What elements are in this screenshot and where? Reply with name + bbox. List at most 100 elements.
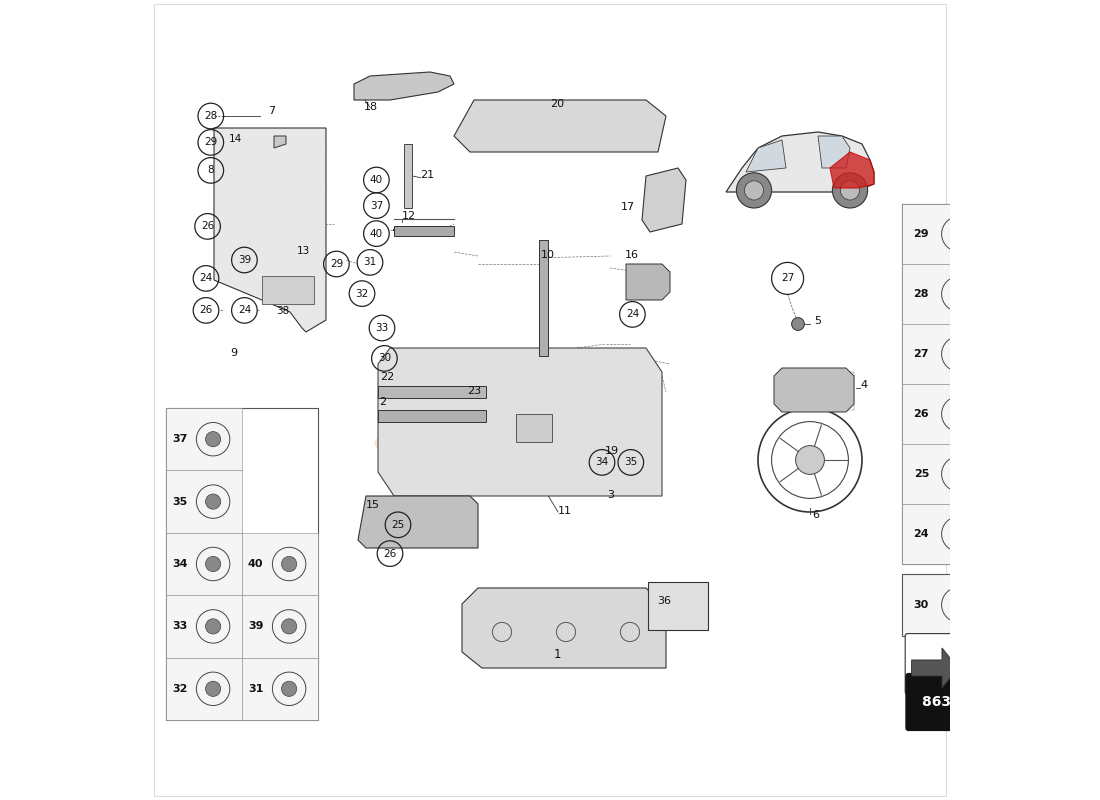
FancyBboxPatch shape: [902, 204, 990, 264]
Text: 35: 35: [624, 458, 637, 467]
FancyBboxPatch shape: [166, 595, 242, 658]
FancyBboxPatch shape: [242, 658, 318, 720]
FancyBboxPatch shape: [166, 408, 318, 720]
Circle shape: [953, 598, 966, 612]
Text: 8: 8: [208, 166, 214, 175]
FancyBboxPatch shape: [242, 595, 318, 658]
Text: 19: 19: [604, 446, 618, 456]
Text: 26: 26: [913, 409, 930, 419]
Polygon shape: [358, 496, 478, 548]
Text: 30: 30: [377, 354, 390, 363]
FancyBboxPatch shape: [902, 324, 990, 384]
Polygon shape: [462, 588, 666, 668]
Text: 16: 16: [625, 250, 639, 259]
FancyBboxPatch shape: [902, 444, 990, 504]
Circle shape: [953, 467, 966, 481]
Polygon shape: [274, 136, 286, 148]
FancyBboxPatch shape: [166, 470, 242, 533]
Polygon shape: [642, 168, 686, 232]
Text: 29: 29: [330, 259, 343, 269]
Text: 28: 28: [914, 289, 929, 299]
Text: 14: 14: [229, 134, 242, 144]
Text: 26: 26: [201, 222, 214, 231]
Text: 18: 18: [364, 102, 377, 111]
Text: 12: 12: [402, 211, 416, 222]
Text: 863 03: 863 03: [922, 695, 975, 709]
FancyBboxPatch shape: [166, 658, 242, 720]
Polygon shape: [354, 72, 454, 100]
Text: 6: 6: [813, 510, 820, 520]
Polygon shape: [830, 152, 874, 188]
Text: 31: 31: [363, 258, 376, 267]
Polygon shape: [378, 386, 486, 398]
Circle shape: [206, 682, 221, 696]
Text: 5: 5: [814, 316, 821, 326]
Polygon shape: [378, 410, 486, 422]
Text: 27: 27: [914, 349, 929, 359]
Text: 29: 29: [913, 229, 930, 239]
Polygon shape: [774, 368, 854, 412]
FancyBboxPatch shape: [902, 574, 990, 636]
Text: since 19: since 19: [502, 474, 630, 502]
Text: 21: 21: [420, 170, 434, 180]
Text: 4: 4: [860, 380, 868, 390]
Circle shape: [840, 181, 859, 200]
Text: a passion for: a passion for: [374, 426, 597, 454]
Text: 23: 23: [466, 386, 481, 396]
Polygon shape: [405, 144, 412, 208]
Text: 15: 15: [366, 500, 379, 510]
Text: 1: 1: [554, 648, 561, 661]
Circle shape: [953, 227, 966, 241]
Text: 13: 13: [296, 246, 310, 255]
Polygon shape: [626, 264, 670, 300]
FancyBboxPatch shape: [906, 674, 991, 730]
Text: 9: 9: [230, 348, 238, 358]
Text: 24: 24: [626, 310, 639, 319]
Text: 3: 3: [607, 490, 615, 499]
Polygon shape: [818, 136, 850, 168]
Text: 26: 26: [384, 549, 397, 558]
Circle shape: [953, 407, 966, 421]
Text: 32: 32: [172, 684, 187, 694]
Text: 38: 38: [276, 306, 289, 315]
Text: 26: 26: [199, 306, 212, 315]
Circle shape: [282, 682, 297, 696]
Text: 17: 17: [620, 202, 635, 212]
Polygon shape: [726, 132, 874, 192]
Text: 11: 11: [558, 506, 572, 516]
Text: 31: 31: [248, 684, 263, 694]
Text: 29: 29: [205, 138, 218, 147]
Text: 2: 2: [378, 397, 386, 406]
Polygon shape: [539, 240, 548, 356]
FancyBboxPatch shape: [242, 533, 318, 595]
Text: 34: 34: [595, 458, 608, 467]
Polygon shape: [214, 128, 326, 332]
Circle shape: [953, 347, 966, 361]
Polygon shape: [746, 140, 786, 172]
Text: 36: 36: [657, 596, 671, 606]
Text: 30: 30: [914, 600, 929, 610]
Text: 37: 37: [370, 201, 383, 210]
Text: 40: 40: [370, 175, 383, 185]
Polygon shape: [262, 276, 314, 304]
Circle shape: [792, 318, 804, 330]
FancyBboxPatch shape: [902, 204, 990, 564]
Text: 25: 25: [392, 520, 405, 530]
Text: 35: 35: [172, 497, 187, 506]
Text: 25: 25: [914, 469, 929, 479]
Text: 10: 10: [540, 250, 554, 259]
Polygon shape: [912, 648, 958, 688]
Circle shape: [833, 173, 868, 208]
FancyBboxPatch shape: [902, 504, 990, 564]
Text: 22: 22: [381, 372, 395, 382]
Text: 33: 33: [172, 622, 187, 631]
FancyBboxPatch shape: [166, 533, 242, 595]
Text: 24: 24: [913, 529, 930, 539]
FancyBboxPatch shape: [516, 414, 551, 442]
Circle shape: [953, 527, 966, 541]
Polygon shape: [378, 348, 662, 496]
Text: 40: 40: [248, 559, 263, 569]
Circle shape: [282, 619, 297, 634]
Text: 28: 28: [205, 111, 218, 121]
FancyBboxPatch shape: [902, 264, 990, 324]
